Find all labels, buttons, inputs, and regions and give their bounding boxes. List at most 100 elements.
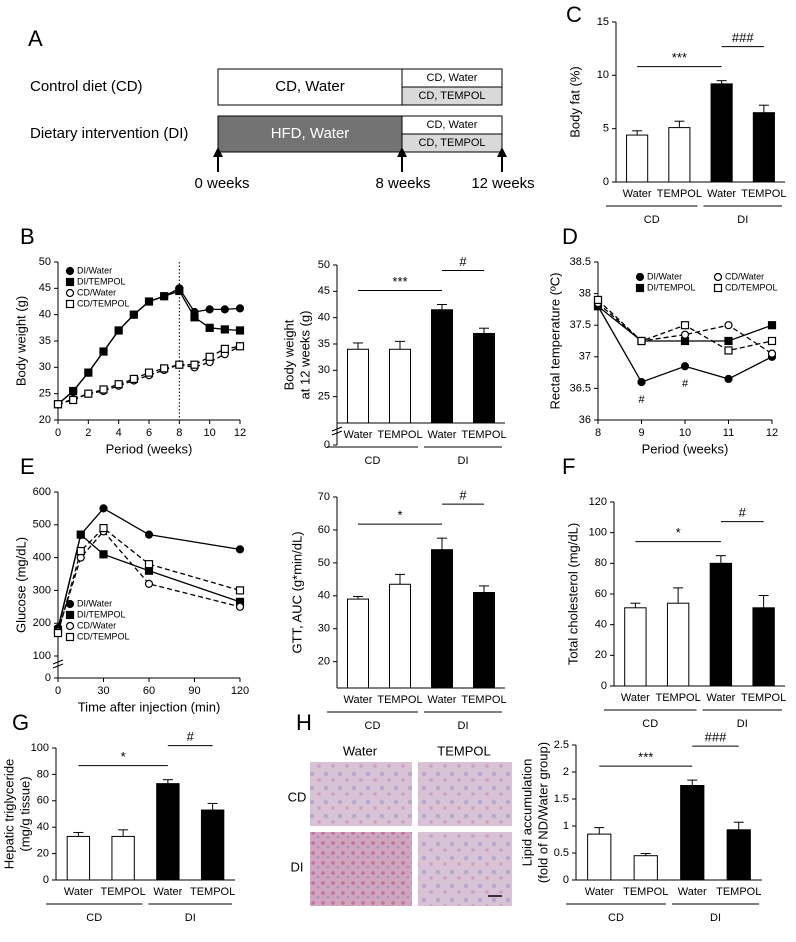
x-tick-label: Water: [428, 694, 457, 706]
marker: [144, 579, 154, 588]
phase-box: [217, 68, 403, 106]
marker: [65, 610, 75, 620]
y-tick-label: 5: [603, 123, 609, 135]
row-label: CD: [288, 789, 307, 804]
marker: [65, 299, 75, 309]
x-tick-label: 11: [723, 427, 734, 439]
x-tick-label: TEMPOL: [377, 429, 422, 441]
bar: [709, 562, 733, 687]
y-axis-label: (fold of ND/Water group): [535, 742, 550, 883]
x-tick-label: TEMPOL: [461, 694, 506, 706]
chart: 0 5 10 15 Body fat (%) Water TEMPOL Water TEMPOL…: [567, 16, 786, 226]
legend-label: CD/TEMPOL: [725, 282, 778, 292]
bar: [666, 602, 690, 687]
marker: [99, 347, 108, 356]
y-tick-label: 100: [589, 527, 607, 539]
phase-label: CD, Water: [275, 78, 344, 95]
panel-label: B: [20, 224, 35, 249]
marker: [76, 546, 85, 556]
y-axis-label: Body weight (g): [13, 296, 28, 386]
x-tick-label: 8: [595, 427, 601, 439]
bar: [473, 332, 495, 424]
phase-label: HFD, Water: [271, 125, 350, 142]
y-tick-label: 36: [579, 414, 591, 426]
group-label: CD: [608, 912, 624, 924]
x-tick-label: 6: [146, 427, 152, 439]
y-axis-label: Body weight: [281, 319, 296, 390]
y-tick-label: 400: [33, 552, 51, 564]
panel-label: C: [566, 2, 582, 27]
group-label: CD: [365, 455, 381, 467]
series-line: [57, 530, 241, 632]
y-tick-label: 40: [39, 309, 51, 321]
marker: [144, 566, 154, 575]
row-label: Dietary intervention (DI): [30, 125, 188, 142]
bar: [111, 835, 135, 881]
legend-label: DI/TEMPOL: [647, 282, 696, 292]
y-tick-label: 25: [39, 388, 51, 400]
series-line: [597, 302, 773, 355]
marker: [175, 360, 184, 369]
x-tick-label: 12: [234, 427, 246, 439]
x-tick-label: Water: [428, 429, 457, 441]
x-tick-label: Water: [64, 886, 93, 898]
axis-break: [52, 663, 64, 669]
marker: [129, 374, 138, 384]
group-label: CD: [644, 214, 660, 226]
schematic: Control diet (CD) CD, Water CD, Water CD…: [30, 68, 535, 192]
bar: [347, 598, 369, 689]
marker: [99, 550, 108, 559]
y-tick-label: 120: [589, 496, 607, 508]
y-tick-label: 100: [31, 742, 49, 754]
marker: [65, 288, 75, 298]
column-label: Water: [343, 743, 378, 758]
x-tick-label: TEMPOL: [741, 692, 786, 704]
phase-box: [401, 133, 503, 153]
marker: [220, 325, 229, 334]
marker: [637, 336, 646, 346]
marker: [235, 304, 245, 313]
legend-label: CD/TEMPOL: [77, 631, 130, 641]
legend-label: DI/Water: [77, 598, 112, 608]
significance-label: *: [397, 508, 402, 523]
significance-label: ***: [638, 750, 653, 765]
x-tick-label: 0: [55, 427, 61, 439]
legend-label: DI/TEMPOL: [77, 609, 126, 619]
legend-label: CD/Water: [77, 287, 116, 297]
row-label: Control diet (CD): [30, 78, 143, 95]
panel-label: F: [562, 454, 575, 479]
x-tick-label: Water: [621, 692, 650, 704]
y-tick-label: 60: [37, 795, 49, 807]
marker: [144, 530, 154, 539]
marker: [205, 323, 214, 332]
marker: [190, 360, 199, 369]
marker: [114, 326, 123, 335]
bar: [752, 112, 775, 183]
significance-label: *: [676, 525, 681, 540]
legend-label: CD/Water: [725, 271, 764, 281]
marker: [235, 326, 245, 335]
arrowheads: [213, 147, 507, 157]
chart: 20 30 40 50 60 70 GTT, AUC (g*min/dL) Water TEMP…: [289, 488, 506, 732]
marker: [65, 632, 75, 642]
marker: [235, 545, 245, 554]
y-tick-label: 2.5: [554, 739, 569, 751]
bar: [633, 855, 658, 881]
y-tick-label: 40: [37, 821, 49, 833]
x-axis-label: Period (weeks): [642, 441, 729, 456]
marker: [205, 352, 214, 361]
x-tick-label: Water: [585, 886, 614, 898]
y-axis-label: Body fat (%): [567, 66, 582, 138]
significance-label: ***: [392, 274, 407, 289]
y-axis-label: (mg/g tissue): [17, 776, 32, 851]
x-tick-label: TEMPOL: [657, 188, 702, 200]
marker: [767, 321, 777, 330]
chart: 0 20 40 60 80 100 Hepatic triglyceride (mg/g ti…: [1, 729, 235, 924]
significance-label: ###: [732, 30, 754, 45]
marker: [767, 349, 777, 358]
y-tick-label: 50: [39, 256, 51, 268]
y-tick-label: 20: [595, 649, 607, 661]
marker: [53, 628, 63, 638]
bar: [587, 833, 612, 881]
y-axis-label: GTT, AUC (g*min/dL): [289, 531, 304, 653]
